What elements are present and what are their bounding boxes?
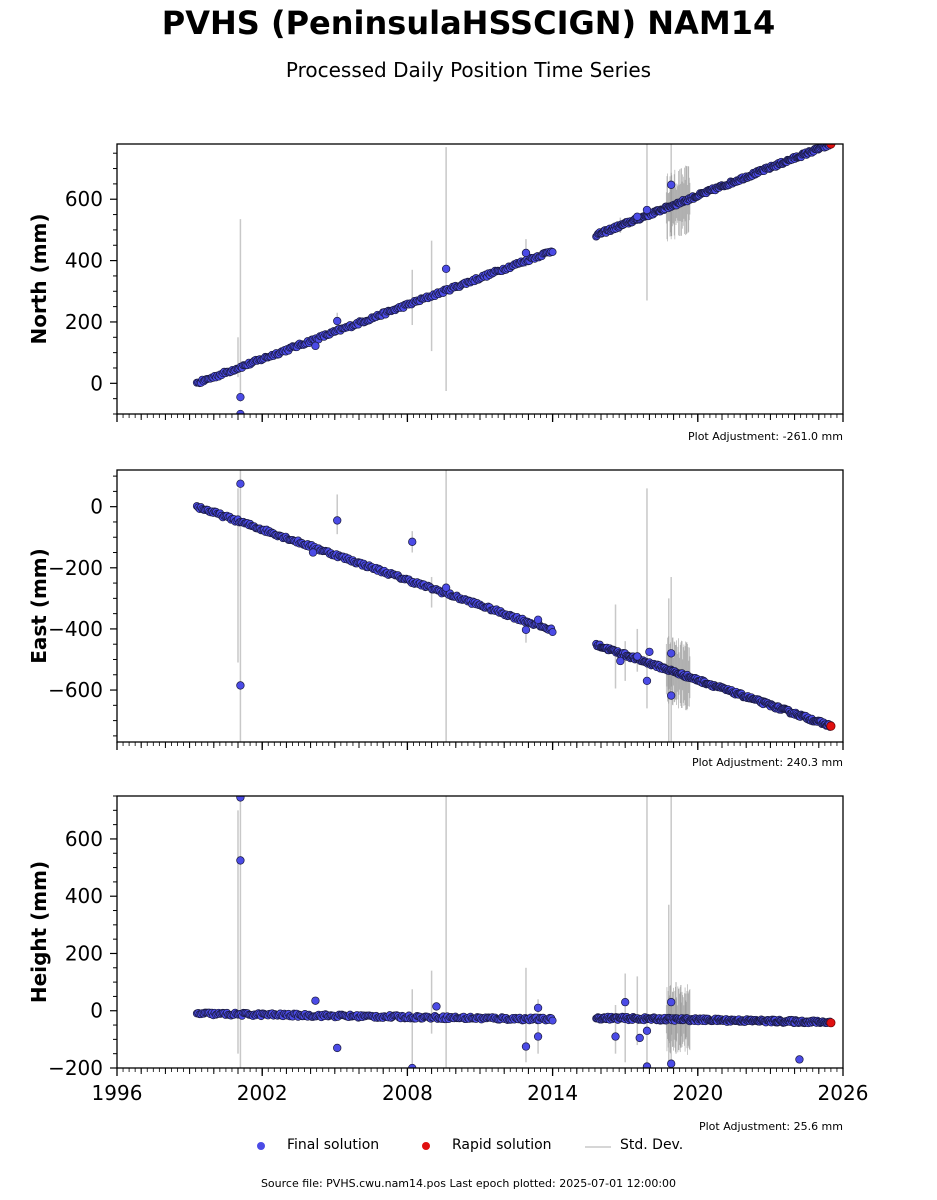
plot-area: [192, 144, 836, 414]
y-tick-label: 400: [65, 249, 103, 273]
x-tick-label: 2014: [527, 1081, 578, 1105]
y-tick-label: −600: [48, 678, 103, 702]
legend-final-label: Final solution: [287, 1137, 380, 1153]
final-solution-outlier: [667, 649, 676, 658]
final-solution-outlier: [642, 1026, 652, 1035]
rapid-solution-point: [826, 721, 836, 731]
x-tick-label: 2002: [237, 1081, 288, 1105]
final-solution-outlier: [611, 1032, 620, 1041]
final-solution-outlier: [236, 479, 245, 488]
panel-3: −200 0 200 400 600 1996 2002 2008 2014 2020 2026 He…: [27, 795, 869, 1133]
final-solution-point: [548, 628, 557, 637]
final-solution-outlier: [521, 1042, 531, 1051]
legend-rapid-label: Rapid solution: [452, 1137, 552, 1153]
final-solution-marker-icon: [257, 1142, 265, 1150]
final-solution-outlier: [333, 1043, 342, 1053]
source-note: Source file: PVHS.cwu.nam14.pos Last epo…: [260, 1177, 677, 1190]
final-solution-outlier: [441, 583, 451, 592]
plot-area: [192, 796, 836, 1068]
final-solution-outlier: [667, 180, 676, 189]
chart-title: PVHS (PeninsulaHSSCIGN) NAM14: [161, 4, 776, 42]
final-solution-outlier: [795, 1055, 804, 1064]
chart-subtitle: Processed Daily Position Time Series: [285, 58, 652, 82]
y-tick-label: 200: [65, 310, 103, 334]
final-solution-outlier: [236, 856, 245, 865]
y-tick-label: 0: [90, 495, 103, 519]
x-tick-label: 2026: [818, 1081, 869, 1105]
final-solution-outlier: [635, 1033, 644, 1043]
final-solution-outlier: [533, 1032, 543, 1041]
y-tick-label: 400: [65, 884, 103, 908]
final-solution-outlier: [333, 316, 342, 326]
rapid-solution-point: [826, 1018, 836, 1028]
y-tick-label: −200: [48, 556, 103, 580]
y-tick-label: 600: [65, 827, 103, 851]
final-solution-outlier: [533, 1003, 543, 1013]
plot-adjustment-note: Plot Adjustment: -261.0 mm: [688, 430, 843, 443]
final-solution-outlier: [311, 341, 320, 351]
y-tick-label: −400: [48, 617, 103, 641]
y-axis-label: East (mm): [27, 548, 51, 664]
final-solution-outlier: [333, 516, 342, 525]
final-solution-outlier: [642, 205, 652, 215]
legend-std-label: Std. Dev.: [620, 1137, 684, 1153]
final-solution-outlier: [432, 1002, 441, 1011]
final-solution-outlier: [642, 676, 652, 686]
final-solution-outlier: [236, 409, 245, 414]
x-tick-label: 2008: [382, 1081, 433, 1105]
y-tick-label: −200: [48, 1056, 103, 1080]
y-tick-label: 0: [90, 999, 103, 1023]
final-solution-outlier: [667, 691, 676, 700]
final-solution-outlier: [621, 997, 630, 1007]
panel-2: 0 −200 −400 −600 East (mm) Plot Adjustment: 2…: [27, 469, 844, 769]
plot-frame: [116, 795, 844, 1069]
std-dev-line-icon: [585, 1146, 611, 1148]
final-solution-outlier: [236, 796, 245, 802]
y-tick-label: 200: [65, 941, 103, 965]
x-tick-label: 1996: [92, 1081, 143, 1105]
final-solution-outlier: [521, 248, 531, 258]
final-solution-outlier: [311, 996, 320, 1005]
final-solution-outlier: [667, 1059, 676, 1068]
final-solution-outlier: [645, 647, 654, 656]
final-solution-point: [548, 1016, 557, 1025]
final-solution-outlier: [236, 392, 245, 402]
final-solution-outlier: [236, 681, 245, 690]
y-tick-label: 600: [65, 187, 103, 211]
final-solution-point: [548, 248, 557, 256]
rapid-solution-marker-icon: [422, 1142, 430, 1150]
final-solution-outlier: [633, 652, 642, 661]
y-tick-label: 0: [90, 371, 103, 395]
final-solution-outlier: [642, 1062, 652, 1068]
final-solution-outlier: [533, 615, 543, 624]
panel-1: 0 200 400 600 North (mm) Plot Adjustment: -26…: [27, 143, 844, 443]
plot-adjustment-note: Plot Adjustment: 25.6 mm: [699, 1120, 843, 1133]
final-solution-outlier: [667, 997, 676, 1007]
final-solution-outlier: [441, 264, 451, 274]
x-tick-label: 2020: [672, 1081, 723, 1105]
y-axis-label: North (mm): [27, 213, 51, 344]
final-solution-outlier: [308, 548, 318, 557]
final-solution-outlier: [408, 537, 417, 546]
final-solution-outlier: [616, 656, 625, 666]
final-solution-outlier: [521, 625, 531, 634]
y-axis-label: Height (mm): [27, 861, 51, 1003]
plot-area: [192, 470, 836, 742]
plot-adjustment-note: Plot Adjustment: 240.3 mm: [692, 756, 843, 769]
final-solution-outlier: [633, 212, 642, 221]
